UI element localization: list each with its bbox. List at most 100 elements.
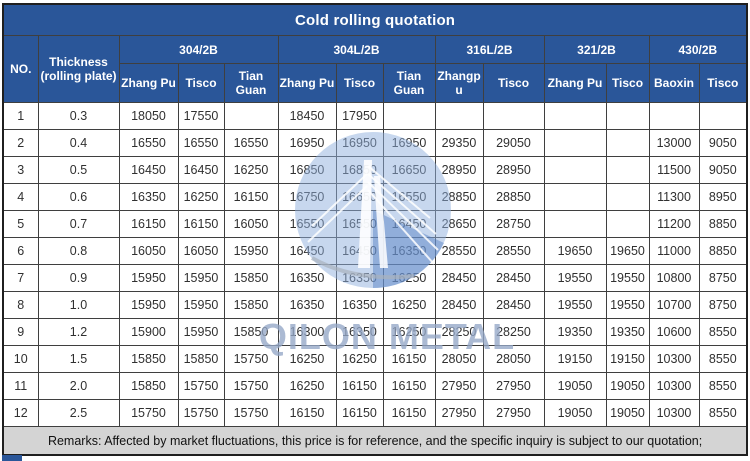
price-cell: 19050: [605, 399, 650, 427]
table-row: 12 2.5 15750 15750 15750 16150 16150 16150 27950…: [2, 399, 748, 427]
row-number-cell: 10: [2, 345, 39, 373]
remarks-text: Remarks: Affected by market fluctuations…: [2, 426, 748, 456]
price-cell: 15850: [118, 372, 179, 400]
thickness-cell: 0.3: [37, 102, 120, 130]
price-cell: 18450: [277, 102, 337, 130]
price-cell: 28050: [482, 345, 545, 373]
price-cell: [482, 102, 545, 130]
price-cell: 16250: [382, 264, 436, 292]
supplier-header-row: Zhang Pu Tisco Tian Guan Zhang Pu Tisco …: [3, 63, 748, 103]
table-title: Cold rolling quotation: [2, 3, 748, 36]
price-cell: 16450: [277, 237, 337, 265]
supplier-430-tisco: Tisco: [698, 63, 748, 103]
row-number-cell: 5: [2, 210, 39, 238]
col-header-thickness: Thickness (rolling plate): [37, 35, 120, 103]
price-cell: [605, 129, 650, 157]
table-row: 3 0.5 16450 16450 16250 16850 16850 16650 28950 2…: [2, 156, 748, 184]
price-cell: 28750: [482, 210, 545, 238]
price-cell: 15750: [118, 399, 179, 427]
thickness-cell: 0.7: [37, 210, 120, 238]
price-cell: [543, 129, 607, 157]
supplier-304-tisco: Tisco: [177, 63, 225, 103]
price-cell: 16950: [335, 129, 384, 157]
price-cell: 16350: [335, 291, 384, 319]
price-cell: [382, 102, 436, 130]
price-cell: 28650: [434, 210, 484, 238]
price-cell: 16350: [118, 183, 179, 211]
price-cell: 8750: [698, 264, 748, 292]
price-cell: 16850: [335, 156, 384, 184]
group-header-321-2b: 321/2B: [543, 35, 650, 64]
price-cell: [434, 102, 484, 130]
thickness-cell: 0.4: [37, 129, 120, 157]
price-cell: [605, 183, 650, 211]
price-cell: 16750: [277, 183, 337, 211]
price-cell: 28550: [434, 237, 484, 265]
table-row: 5 0.7 16150 16150 16050 16550 16550 16450 28650 2…: [2, 210, 748, 238]
price-cell: 19550: [605, 291, 650, 319]
price-cell: 16350: [335, 264, 384, 292]
price-cell: 28050: [434, 345, 484, 373]
row-number-cell: 11: [2, 372, 39, 400]
price-cell: 15950: [118, 291, 179, 319]
price-cell: 16300: [277, 318, 337, 346]
price-cell: 19650: [543, 237, 607, 265]
price-cell: 29350: [434, 129, 484, 157]
price-cell: 16150: [335, 399, 384, 427]
price-cell: 17550: [177, 102, 225, 130]
price-cell: 16150: [277, 399, 337, 427]
price-cell: 16450: [177, 156, 225, 184]
row-number-cell: 4: [2, 183, 39, 211]
price-cell: 16550: [177, 129, 225, 157]
price-cell: 16550: [223, 129, 279, 157]
price-cell: 10800: [648, 264, 700, 292]
price-cell: 15750: [223, 372, 279, 400]
table-row: 10 1.5 15850 15850 15750 16250 16250 16150 28050…: [2, 345, 748, 373]
col-header-no: NO.: [2, 35, 39, 103]
price-cell: 19050: [543, 399, 607, 427]
price-cell: 16150: [382, 372, 436, 400]
price-cell: [543, 210, 607, 238]
price-cell: 19050: [605, 372, 650, 400]
row-number-cell: 7: [2, 264, 39, 292]
price-cell: 16150: [382, 345, 436, 373]
price-cell: 15850: [223, 318, 279, 346]
price-cell: 10700: [648, 291, 700, 319]
price-cell: [605, 156, 650, 184]
price-cell: 19650: [605, 237, 650, 265]
price-cell: 16950: [277, 129, 337, 157]
price-cell: 10300: [648, 345, 700, 373]
supplier-321-zhangpu: Zhang Pu: [543, 63, 607, 103]
price-cell: 16250: [335, 345, 384, 373]
price-cell: 15950: [177, 291, 225, 319]
price-cell: [543, 102, 607, 130]
price-cell: 16550: [335, 210, 384, 238]
group-header-304-2b: 304/2B: [118, 35, 279, 64]
price-cell: 19350: [605, 318, 650, 346]
price-cell: 28550: [482, 237, 545, 265]
price-cell: 8750: [698, 291, 748, 319]
price-cell: 10300: [648, 399, 700, 427]
thickness-cell: 0.5: [37, 156, 120, 184]
price-cell: 16450: [382, 210, 436, 238]
price-cell: [605, 210, 650, 238]
price-cell: 19050: [543, 372, 607, 400]
price-cell: 15850: [223, 264, 279, 292]
thickness-cell: 0.9: [37, 264, 120, 292]
price-cell: 15850: [223, 291, 279, 319]
price-cell: 17950: [335, 102, 384, 130]
price-cell: [543, 156, 607, 184]
price-cell: 16550: [382, 183, 436, 211]
price-cell: 16250: [223, 156, 279, 184]
price-cell: 11200: [648, 210, 700, 238]
price-cell: 8950: [698, 183, 748, 211]
price-cell: 15750: [177, 372, 225, 400]
price-cell: 15750: [223, 399, 279, 427]
price-cell: 28450: [434, 291, 484, 319]
table-row: 11 2.0 15850 15750 15750 16250 16150 16150 27950…: [2, 372, 748, 400]
row-number-cell: 6: [2, 237, 39, 265]
table-row: 2 0.4 16550 16550 16550 16950 16950 16950 29350 2…: [2, 129, 748, 157]
row-number-cell: 2: [2, 129, 39, 157]
price-cell: [698, 102, 748, 130]
price-cell: 16150: [118, 210, 179, 238]
